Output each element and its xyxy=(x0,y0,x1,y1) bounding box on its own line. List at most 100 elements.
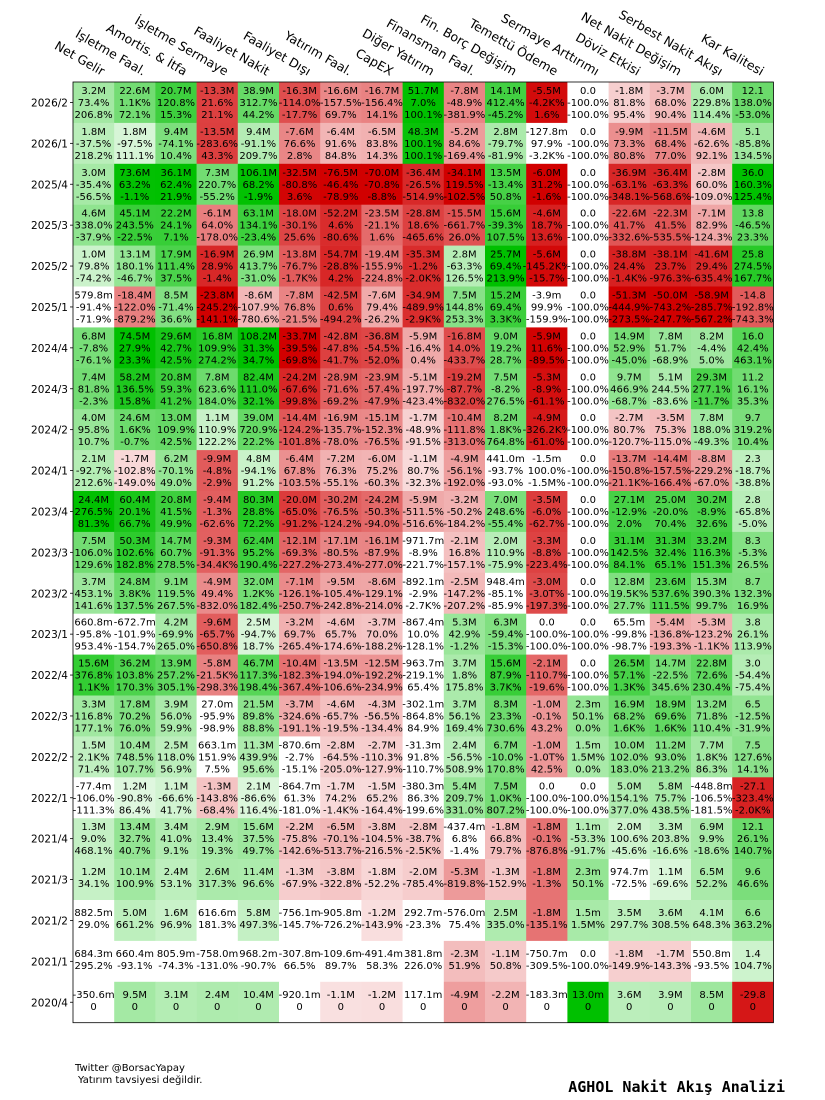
heatmap-cell xyxy=(526,409,568,451)
cell-change: -743.2% xyxy=(650,303,692,314)
heatmap-cell xyxy=(649,245,692,287)
cell-change: -62.7% xyxy=(529,519,564,530)
cell-change: -154.7% xyxy=(114,642,156,653)
cell-change: 3.7K% xyxy=(490,683,522,694)
cell-change: -99.8% xyxy=(612,630,647,641)
cell-change: 46.6% xyxy=(737,879,769,890)
cell-value: 1.8M xyxy=(81,127,106,138)
cell-change: 57.1% xyxy=(613,671,645,682)
cell-value: 292.7m xyxy=(404,908,442,919)
cell-change: 63.2% xyxy=(119,180,151,191)
cell-change: -101.8% xyxy=(279,437,321,448)
heatmap-cell xyxy=(691,777,733,819)
cell-change: -2.7% xyxy=(285,752,314,763)
cell-value: -23.5M xyxy=(365,209,400,220)
cell-change: 3.3K% xyxy=(490,315,522,326)
cell-change: 84.6% xyxy=(449,139,481,150)
heatmap-cell xyxy=(732,572,774,614)
cell-value: -892.1m xyxy=(402,577,444,588)
cell-change: -174.6% xyxy=(320,642,362,653)
row-label: 2025/2 xyxy=(31,261,68,273)
heatmap-cell xyxy=(237,777,280,819)
heatmap-cell xyxy=(526,450,568,492)
cell-change: 91.8% xyxy=(407,752,439,763)
cell-value: -29.8 xyxy=(740,990,766,1001)
heatmap-cell xyxy=(320,654,362,696)
heatmap-cell xyxy=(649,900,692,942)
cell-change: 82.9% xyxy=(696,221,728,232)
cell-change: 10.7% xyxy=(78,437,110,448)
cell-change: 248.6% xyxy=(487,507,525,518)
cell-change: 69.7% xyxy=(284,630,316,641)
cell-change: -107.9% xyxy=(238,303,280,314)
cell-value: 882.5m xyxy=(74,908,112,919)
cell-value: -7.2M xyxy=(327,454,355,465)
heatmap-cell xyxy=(320,777,362,819)
heatmap-cell xyxy=(155,491,197,533)
cell-change: 91.2% xyxy=(243,478,275,489)
cell-value: 7.5 xyxy=(745,740,761,751)
cell-change: -193.3% xyxy=(650,642,692,653)
heatmap-cell xyxy=(196,491,239,533)
cell-value: 14.9M xyxy=(614,331,645,342)
heatmap-cell xyxy=(567,245,609,287)
heatmap-cell xyxy=(649,654,692,696)
heatmap-cell xyxy=(691,613,733,655)
cell-value: 2.1M xyxy=(81,454,106,465)
cell-change: 91.6% xyxy=(325,139,357,150)
cell-change: 23.3% xyxy=(119,355,151,366)
heatmap-cell xyxy=(526,82,568,124)
cell-value: 0.0 xyxy=(580,454,596,465)
cell-change: 19.2% xyxy=(490,343,522,354)
cell-change: -100.0% xyxy=(526,642,568,653)
cell-value: 3.0M xyxy=(81,168,106,179)
cell-change: 75.7% xyxy=(655,793,687,804)
heatmap-cell xyxy=(320,572,362,614)
cell-change: 111.1% xyxy=(116,151,154,162)
cell-change: 412.4% xyxy=(487,98,525,109)
cell-value: 1.5m xyxy=(575,908,601,919)
cell-value: 13.0m xyxy=(572,990,604,1001)
cell-value: -920.1m xyxy=(279,990,321,1001)
heatmap-cell xyxy=(691,900,733,942)
cell-value: -5.6M xyxy=(533,250,561,261)
heatmap-cell xyxy=(732,654,774,696)
cell-change: -122.0% xyxy=(114,303,156,314)
heatmap-cell xyxy=(279,368,321,410)
heatmap-cell xyxy=(443,122,486,165)
cell-change: -46.7% xyxy=(117,274,152,285)
cell-change: -98.7% xyxy=(612,642,647,653)
row-label: 2021/3 xyxy=(31,875,68,887)
cell-change: -1.3% xyxy=(532,879,561,890)
heatmap-cell xyxy=(155,981,197,1023)
cell-value: -3.8M xyxy=(368,822,396,833)
heatmap-cell xyxy=(567,777,609,819)
cell-value: 20.7M xyxy=(161,86,192,97)
cell-change: 3.8K% xyxy=(119,589,151,600)
heatmap-cell xyxy=(114,286,156,328)
cell-value: -4.9M xyxy=(203,577,231,588)
heatmap-cell xyxy=(443,736,486,778)
heatmap-cell xyxy=(114,491,156,533)
cell-change: -72.5% xyxy=(612,879,647,890)
row-label: 2023/4 xyxy=(31,506,68,518)
heatmap-cell xyxy=(732,777,774,819)
cell-value: 18.9M xyxy=(655,700,686,711)
cell-change: -3.2K% xyxy=(529,151,565,162)
cell-change: 10.0% xyxy=(407,630,439,641)
heatmap-cell xyxy=(320,327,362,369)
heatmap-cell xyxy=(608,654,651,696)
cell-value: -5.2M xyxy=(450,127,478,138)
cell-value: -16.9M xyxy=(200,250,235,261)
heatmap-cell xyxy=(237,981,280,1023)
heatmap-cell xyxy=(485,859,527,901)
cell-change: 140.7% xyxy=(734,846,772,857)
cell-change: -65.7% xyxy=(200,630,235,641)
cell-change: -661.7% xyxy=(444,221,486,232)
cell-change: -494.2% xyxy=(320,315,362,326)
heatmap-cell xyxy=(73,122,115,165)
cell-value: 441.0m xyxy=(486,454,524,465)
cell-change: 114.4% xyxy=(693,110,731,121)
heatmap-cell xyxy=(649,981,692,1023)
cell-value: -38.1M xyxy=(653,250,688,261)
